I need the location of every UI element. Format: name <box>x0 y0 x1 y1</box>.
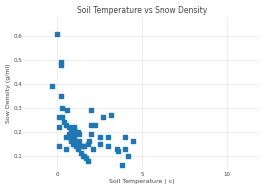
Point <box>84 157 88 160</box>
Point <box>81 154 85 157</box>
Point <box>72 130 76 133</box>
Point <box>82 154 86 157</box>
Point <box>50 85 54 88</box>
Point <box>59 61 63 64</box>
Point <box>81 145 85 148</box>
Point <box>109 114 114 117</box>
Point <box>64 147 68 150</box>
Point <box>69 140 73 143</box>
Point <box>91 147 95 150</box>
Point <box>77 140 81 143</box>
Point <box>67 133 71 136</box>
Point <box>74 145 78 148</box>
Point <box>62 121 66 124</box>
Y-axis label: Sow Density (g/ml): Sow Density (g/ml) <box>6 64 11 123</box>
Point <box>72 133 76 136</box>
Point <box>93 123 97 126</box>
Point <box>98 142 102 145</box>
Point <box>65 109 70 112</box>
Point <box>76 130 80 133</box>
Point <box>74 130 78 133</box>
Point <box>86 142 90 145</box>
Point <box>89 109 93 112</box>
Point <box>116 150 120 153</box>
Point <box>60 116 65 119</box>
Point <box>72 138 76 141</box>
Point <box>69 138 73 141</box>
Point <box>123 135 127 138</box>
Point <box>55 32 60 35</box>
Point <box>70 130 75 133</box>
Point <box>106 145 110 148</box>
Point <box>89 133 93 136</box>
Point <box>72 128 76 131</box>
Point <box>64 123 68 126</box>
Point <box>76 147 80 150</box>
Point <box>86 159 90 162</box>
Point <box>69 130 73 133</box>
Point <box>59 94 63 97</box>
Point <box>77 133 81 136</box>
Point <box>72 142 76 145</box>
Point <box>119 164 124 167</box>
Point <box>70 142 75 145</box>
Point <box>72 126 76 129</box>
Point <box>64 135 68 138</box>
Point <box>57 126 61 129</box>
Point <box>106 135 110 138</box>
Point <box>57 116 61 119</box>
Point <box>79 152 83 155</box>
Point <box>89 123 93 126</box>
Point <box>131 140 136 143</box>
Point <box>67 126 71 129</box>
Point <box>79 145 83 148</box>
Title: Soil Temperature vs Snow Density: Soil Temperature vs Snow Density <box>77 6 207 15</box>
Point <box>59 63 63 66</box>
Point <box>126 154 131 157</box>
Point <box>60 106 65 109</box>
Point <box>87 140 92 143</box>
Point <box>57 145 61 148</box>
Point <box>98 135 102 138</box>
Point <box>101 116 105 119</box>
Point <box>114 147 119 150</box>
X-axis label: Soil Temperature ( c): Soil Temperature ( c) <box>109 179 175 184</box>
Point <box>82 145 86 148</box>
Point <box>123 147 127 150</box>
